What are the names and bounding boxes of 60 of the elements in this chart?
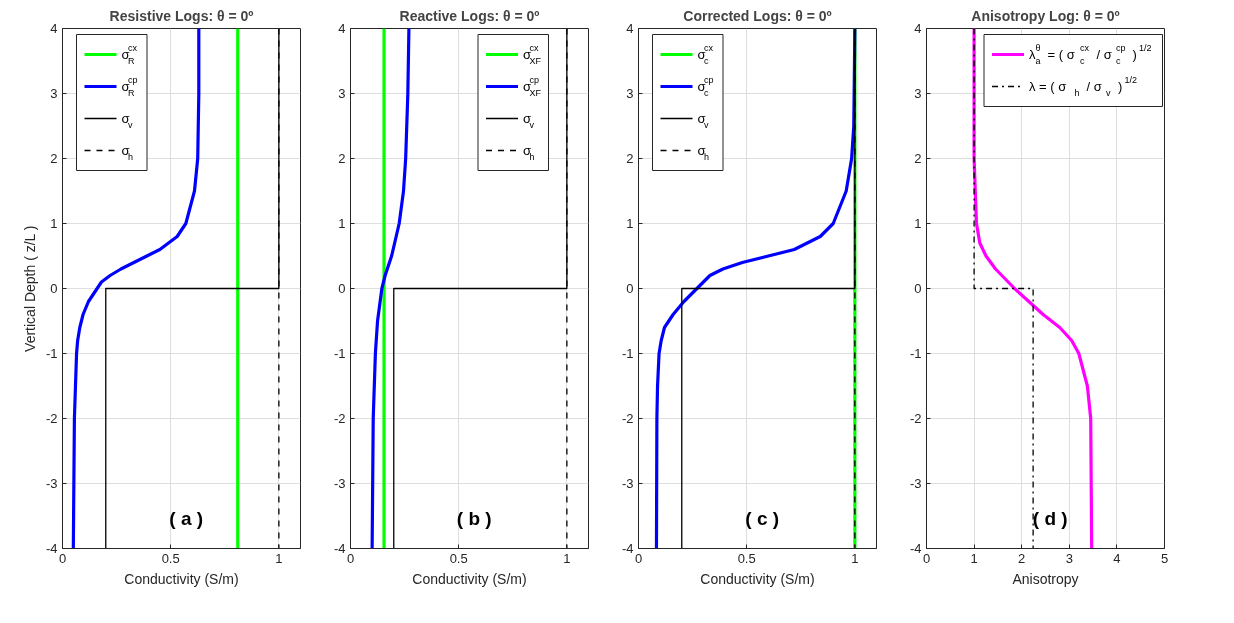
y-tick-label: 0 — [626, 281, 634, 296]
y-tick-label: 2 — [338, 151, 346, 166]
y-tick-label: -2 — [909, 411, 922, 426]
chart-title: Corrected Logs: θ = 0º — [683, 7, 832, 24]
annotation: ( d ) — [1032, 508, 1068, 529]
y-tick-label: 0 — [914, 281, 922, 296]
y-tick-label: -4 — [621, 541, 634, 556]
chart-title: Anisotropy Log: θ = 0º — [971, 7, 1120, 24]
x-tick-label: 2 — [1018, 550, 1026, 566]
y-tick-label: 2 — [50, 151, 58, 166]
x-tick-label: 1 — [275, 550, 283, 566]
annotation: ( b ) — [456, 508, 492, 529]
annotation: ( c ) — [745, 508, 780, 529]
y-tick-label: 4 — [338, 21, 346, 36]
x-tick-label: 5 — [1160, 550, 1169, 566]
y-tick-label: 0 — [338, 281, 346, 296]
x-axis-title: Conductivity (S/m) — [700, 570, 815, 587]
annotation: ( a ) — [169, 508, 204, 529]
y-tick-label: -3 — [333, 476, 346, 491]
y-tick-label: -3 — [621, 476, 634, 491]
y-tick-label: -1 — [45, 346, 58, 361]
x-tick-label: 4 — [1113, 550, 1121, 566]
y-tick-label: 4 — [626, 21, 634, 36]
y-tick-label: 2 — [914, 151, 922, 166]
y-tick-label: -3 — [909, 476, 922, 491]
y-tick-label: 0 — [50, 281, 58, 296]
y-axis-title: Vertical Depth ( z/L ) — [21, 225, 38, 352]
x-tick-label: 0.5 — [449, 550, 468, 566]
x-tick-label: 0.5 — [737, 550, 756, 566]
y-tick-label: 1 — [50, 216, 58, 231]
y-tick-label: -2 — [621, 411, 634, 426]
y-tick-label: 3 — [50, 86, 58, 101]
y-tick-label: -4 — [333, 541, 346, 556]
y-tick-label: -3 — [45, 476, 58, 491]
y-tick-label: -1 — [909, 346, 922, 361]
x-tick-label: 1 — [563, 550, 571, 566]
x-axis-title: Conductivity (S/m) — [124, 570, 239, 587]
y-tick-label: 1 — [914, 216, 922, 231]
y-tick-label: 4 — [914, 21, 922, 36]
x-tick-label: 0.5 — [161, 550, 180, 566]
chart-title: Reactive Logs: θ = 0º — [399, 7, 540, 24]
x-tick-label: 1 — [851, 550, 859, 566]
x-axis-title: Anisotropy — [1012, 570, 1079, 587]
y-tick-label: -1 — [333, 346, 346, 361]
y-tick-label: 1 — [626, 216, 634, 231]
y-tick-label: 1 — [338, 216, 346, 231]
y-tick-label: -1 — [621, 346, 634, 361]
y-tick-label: -2 — [45, 411, 58, 426]
y-tick-label: 4 — [50, 21, 58, 36]
y-tick-label: 2 — [626, 151, 634, 166]
x-tick-label: 1 — [970, 550, 978, 566]
y-tick-label: 3 — [338, 86, 346, 101]
x-axis-title: Conductivity (S/m) — [412, 570, 527, 587]
x-tick-label: 3 — [1065, 550, 1073, 566]
y-tick-label: 3 — [626, 86, 634, 101]
y-tick-label: -2 — [333, 411, 346, 426]
chart-title: Resistive Logs: θ = 0º — [109, 7, 254, 24]
y-tick-label: -4 — [45, 541, 58, 556]
y-tick-label: -4 — [909, 541, 922, 556]
y-tick-label: 3 — [914, 86, 922, 101]
